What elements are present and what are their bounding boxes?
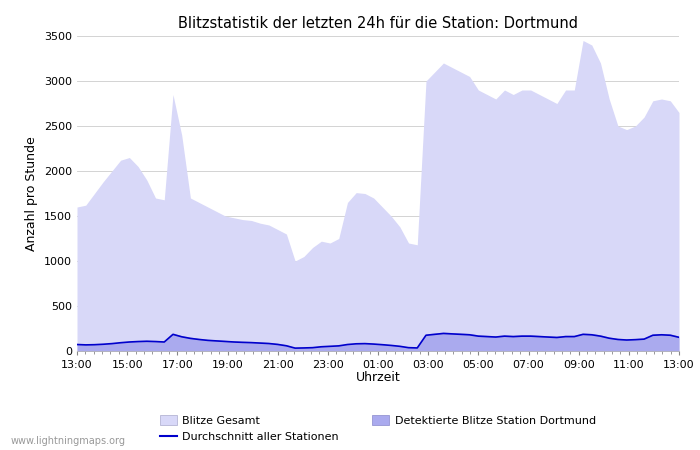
Legend: Blitze Gesamt, Durchschnitt aller Stationen, Detektierte Blitze Station Dortmund: Blitze Gesamt, Durchschnitt aller Statio…	[156, 411, 600, 446]
Title: Blitzstatistik der letzten 24h für die Station: Dortmund: Blitzstatistik der letzten 24h für die S…	[178, 16, 578, 31]
X-axis label: Uhrzeit: Uhrzeit	[356, 371, 400, 384]
Text: www.lightningmaps.org: www.lightningmaps.org	[10, 436, 125, 446]
Y-axis label: Anzahl pro Stunde: Anzahl pro Stunde	[25, 136, 38, 251]
